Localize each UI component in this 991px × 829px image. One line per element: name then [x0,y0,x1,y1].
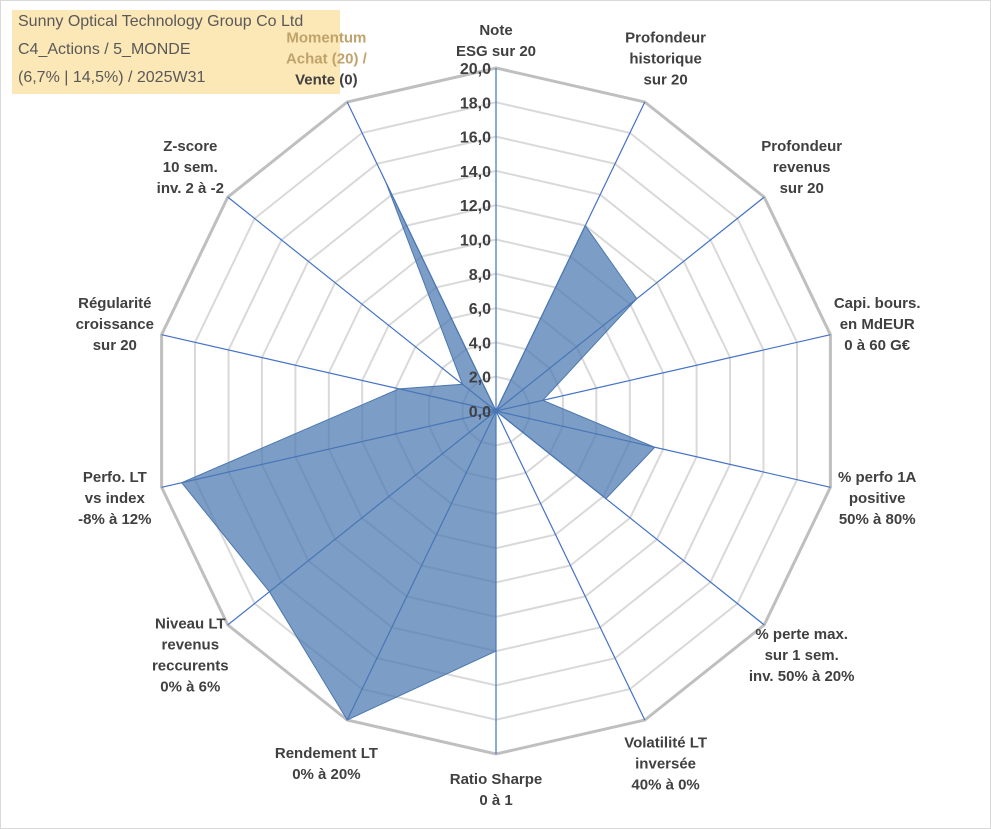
category-label: Volatilité LT inversée 40% à 0% [624,734,707,793]
category-label: Capi. bours. en MdEUR 0 à 60 G€ [834,295,921,354]
tick-label: 20,0 [460,61,491,78]
category-label: Profondeur revenus sur 20 [761,138,842,197]
title-line-1: Sunny Optical Technology Group Co Ltd [18,13,304,30]
category-label: Niveau LT revenus reccurents 0% à 6% [152,615,229,695]
category-label: Perfo. LT vs index -8% à 12% [78,469,151,528]
axis-line [495,410,646,721]
series-area [180,182,656,721]
tick-label: 2,0 [469,370,491,387]
tick-label: 12,0 [460,198,491,215]
tick-label: 0,0 [469,404,491,421]
tick-label: 18,0 [460,95,491,112]
tick-label: 8,0 [469,267,491,284]
category-labels: Note ESG sur 20 Profondeur historique sur 20… [76,22,921,809]
tick-label: 16,0 [460,130,491,147]
title-line-3: (6,7% | 14,5%) / 2025W31 [18,69,206,86]
category-label: Momentum Achat (20) / Vente (0) [286,30,368,89]
category-label: Rendement LT 0% à 20% [275,745,378,783]
category-label: % perfo 1A positive 50% à 80% [838,469,917,528]
axis-line [227,196,497,412]
category-label: Profondeur historique sur 20 [625,30,706,89]
title-box [12,10,340,94]
category-label: Note ESG sur 20 [456,22,536,60]
axis-line [495,334,831,412]
category-label: Régularité croissance sur 20 [76,295,154,354]
category-label: Z-score 10 sem. inv. 2 à -2 [157,138,224,197]
radar-series [180,182,656,721]
radial-tick-labels: 0,0 2,0 4,0 6,0 8,0 10,0 12,0 14,0 16,0 18,0 20,0 [460,61,491,421]
tick-label: 6,0 [469,301,491,318]
tick-label: 4,0 [469,335,491,352]
category-label: % perte max. sur 1 sem. inv. 50% à 20% [749,626,855,685]
title-line-2: C4_Actions / 5_MONDE [18,41,191,58]
category-label: Ratio Sharpe 0 à 1 [450,771,543,809]
tick-label: 10,0 [460,233,491,250]
tick-label: 14,0 [460,164,491,181]
